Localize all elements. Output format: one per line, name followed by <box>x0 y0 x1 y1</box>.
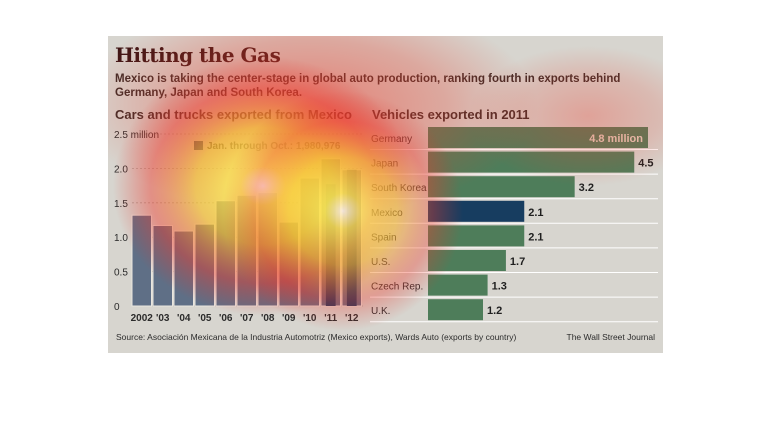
left-panel-title: Cars and trucks exported from Mexico <box>115 107 352 122</box>
y-tick-label: 1.0 <box>114 233 128 244</box>
bar <box>173 230 194 307</box>
country-label: Spain <box>371 232 397 243</box>
country-label: Germany <box>371 134 412 145</box>
bar <box>278 221 299 307</box>
country-label: South Korea <box>371 183 427 194</box>
source-note: Source: Asociación Mexicana de la Indust… <box>116 332 517 342</box>
value-label: 1.2 <box>487 305 502 317</box>
y-tick-label: 0.5 <box>114 268 128 279</box>
bar <box>428 250 506 271</box>
x-tick-label: '10 <box>303 313 317 324</box>
value-label: 4.8 million <box>589 133 643 145</box>
x-tick-label: '06 <box>219 313 233 324</box>
country-label: Czech Rep. <box>371 282 423 293</box>
country-label: U.K. <box>371 306 390 317</box>
y-tick-label: 1.5 <box>114 199 128 210</box>
right-panel-title: Vehicles exported in 2011 <box>372 107 530 122</box>
bar <box>152 225 173 307</box>
legend-swatch <box>194 141 203 150</box>
x-tick-label: 2002 <box>131 313 154 324</box>
partial-year-bar <box>325 184 336 306</box>
bar <box>428 299 483 321</box>
value-label: 4.5 <box>638 158 653 170</box>
bar <box>215 200 236 307</box>
bar <box>299 177 320 307</box>
x-tick-label: '07 <box>240 313 254 324</box>
x-tick-label: '04 <box>177 313 191 324</box>
chart-title: Hitting the Gas <box>115 43 281 67</box>
bar <box>428 176 575 198</box>
partial-year-bar <box>346 169 357 306</box>
country-label: Japan <box>371 159 398 170</box>
x-tick-label: '08 <box>261 313 275 324</box>
value-label: 3.2 <box>579 182 594 194</box>
y-tick-label: 2.0 <box>114 164 128 175</box>
x-tick-label: '05 <box>198 313 212 324</box>
country-label: Mexico <box>371 208 403 219</box>
legend-label: Jan. through Oct.: 1,980,976 <box>207 141 341 152</box>
x-tick-label: '03 <box>156 313 170 324</box>
country-label: U.S. <box>371 257 390 268</box>
country-exports-bar-chart: Germany 4.8 million Japan 4.5 South Korea 3.2… <box>370 127 658 323</box>
value-label: 1.7 <box>510 256 525 268</box>
bar <box>428 151 635 173</box>
bar <box>428 200 525 222</box>
x-tick-label: '11 <box>324 313 337 324</box>
bar <box>257 191 278 307</box>
bar <box>194 223 215 307</box>
x-tick-label: '12 <box>345 313 359 324</box>
value-label: 1.3 <box>492 281 507 293</box>
value-label: 2.1 <box>528 207 543 219</box>
chart-subtitle: Mexico is taking the center-stage in glo… <box>115 73 621 99</box>
bar <box>428 225 525 247</box>
infographic: Hitting the Gas Mexico is taking the cen… <box>108 36 663 353</box>
y-tick-label: 0 <box>114 302 120 313</box>
publisher-credit: The Wall Street Journal <box>566 332 656 342</box>
bar <box>428 274 488 296</box>
mexico-exports-bar-chart: 0 0.5 1.0 1.5 2.0 2.5 million 2002'03 '04 '05 '06… <box>114 130 363 324</box>
x-tick-label: '09 <box>282 313 296 324</box>
bar <box>236 194 257 307</box>
value-label: 2.1 <box>528 231 543 243</box>
bar <box>131 214 152 307</box>
y-tick-label: 2.5 million <box>114 130 159 141</box>
